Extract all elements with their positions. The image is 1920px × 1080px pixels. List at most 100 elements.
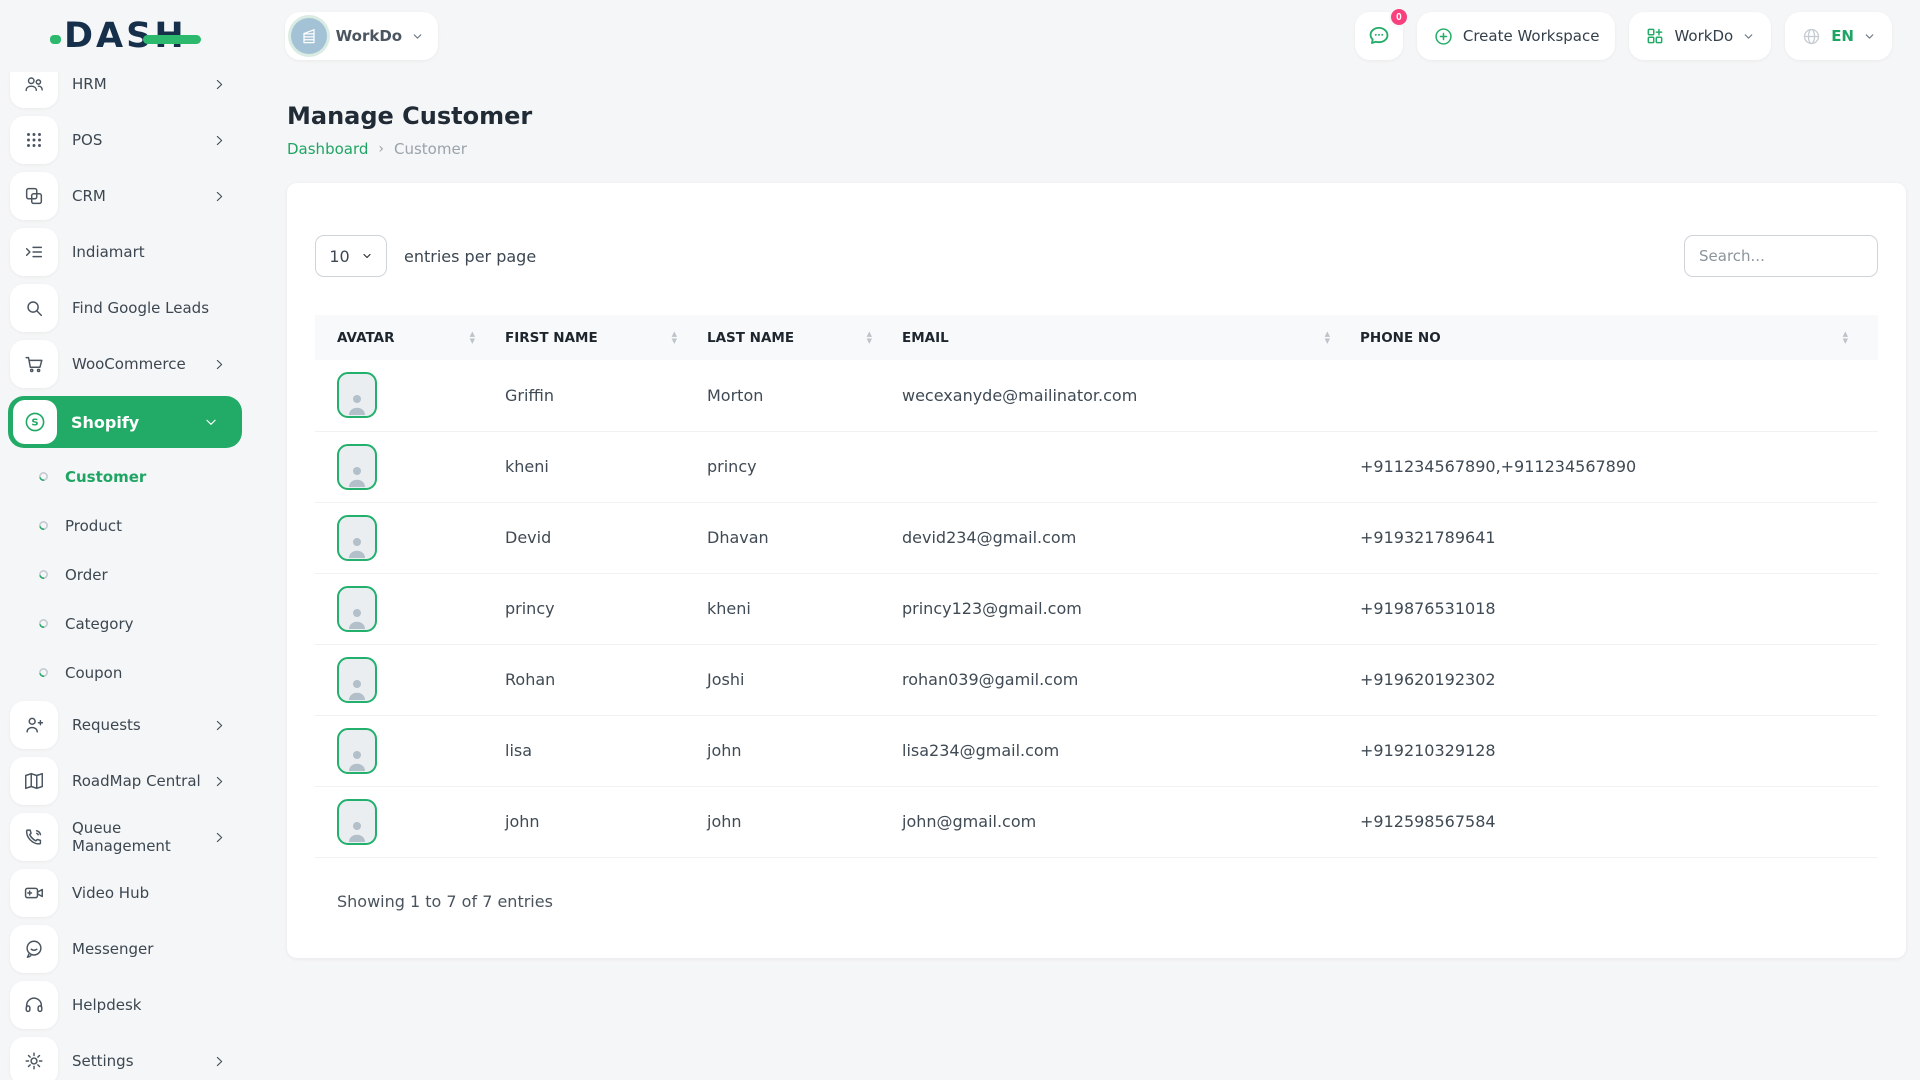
bullet-icon (38, 569, 49, 580)
last-name-cell: Morton (707, 360, 902, 432)
users-icon (10, 72, 58, 108)
customer-avatar (337, 372, 377, 419)
customer-table: AVATAR ▲ ▼ FIRST NAME ▲ ▼ LAST NAME ▲ ▼ EMA… (315, 315, 1878, 858)
last-name-cell: john (707, 715, 902, 787)
sidebar-item-shopify[interactable]: S Shopify (8, 396, 242, 448)
person-icon (349, 466, 365, 487)
phone-cell: +919620192302 (1360, 644, 1878, 716)
topbar: DASH WorkDo 0 Create Workspace (0, 0, 1920, 72)
svg-text:S: S (31, 418, 38, 429)
phone-cell: +919876531018 (1360, 573, 1878, 645)
column-header-email[interactable]: EMAIL ▲ ▼ (902, 315, 1360, 360)
first-name-cell: lisa (505, 715, 707, 787)
email-cell: princy123@gmail.com (902, 573, 1360, 645)
last-name-cell: kheni (707, 573, 902, 645)
sort-icon: ▲ ▼ (469, 330, 475, 345)
person-icon (349, 395, 365, 416)
search-input[interactable] (1684, 235, 1878, 277)
sidebar-item-crm[interactable]: CRM (0, 168, 250, 224)
sidebar-item-woocommerce[interactable]: WooCommerce (0, 336, 250, 392)
email-cell: lisa234@gmail.com (902, 715, 1360, 787)
customer-avatar (337, 656, 377, 703)
first-name-cell: Griffin (505, 360, 707, 432)
customer-avatar (337, 585, 377, 632)
grid-plus-icon (1648, 28, 1663, 44)
plus-circle-icon (1435, 27, 1452, 45)
sidebar-subitem-order[interactable]: Order (0, 550, 250, 599)
customer-table-card: 10 entries per page AVATAR ▲▼ FIRST NAME… (287, 183, 1906, 958)
sidebar-item-roadmap-central[interactable]: RoadMap Central (0, 753, 250, 809)
table-row: Griffin Morton wecexanyde@mailinator.com (315, 360, 1878, 432)
page-title: Manage Customer (287, 102, 533, 130)
sidebar-item-requests[interactable]: Requests (0, 697, 250, 753)
last-name-cell: Joshi (707, 644, 902, 716)
person-icon (349, 750, 365, 771)
sidebar-subitem-customer[interactable]: Customer (0, 452, 250, 501)
workdo-menu-button[interactable]: WorkDo (1629, 12, 1772, 60)
messages-button[interactable]: 0 (1354, 7, 1409, 60)
sidebar-item-hrm[interactable]: HRM (0, 72, 250, 112)
table-header-row: AVATAR ▲ ▼ FIRST NAME ▲ ▼ LAST NAME ▲ ▼ EMA… (315, 315, 1878, 360)
bullet-icon (38, 520, 49, 531)
notification-badge: 0 (1388, 7, 1409, 27)
table-row: kheni princy +911234567890,+911234567890 (315, 431, 1878, 503)
video-camera-icon (10, 869, 58, 917)
breadcrumb: Dashboard › Customer (287, 140, 1920, 158)
column-header-phone-no[interactable]: PHONE NO ▲ ▼ (1360, 315, 1878, 360)
cart-icon (10, 340, 58, 388)
sidebar-item-pos[interactable]: POS (0, 112, 250, 168)
app-logo: DASH (50, 16, 201, 56)
chevron-right-icon (213, 190, 226, 203)
table-row: john john john@gmail.com +912598567584 (315, 786, 1878, 858)
entries-per-page-select[interactable]: 10 (315, 235, 387, 277)
last-name-cell: Dhavan (707, 502, 902, 574)
column-header-avatar[interactable]: AVATAR ▲ ▼ (315, 315, 505, 360)
map-icon (10, 757, 58, 805)
topbar-actions: 0 Create Workspace WorkDo EN (1354, 7, 1892, 60)
first-name-cell: princy (505, 573, 707, 645)
chevron-right-icon (213, 719, 226, 732)
sidebar-item-video-hub[interactable]: Video Hub (0, 865, 250, 921)
person-icon (349, 537, 365, 558)
email-cell: rohan039@gamil.com (902, 644, 1360, 716)
sidebar-subitem-coupon[interactable]: Coupon (0, 648, 250, 697)
sidebar-subitem-product[interactable]: Product (0, 501, 250, 550)
chat-bubble-icon (1369, 26, 1389, 44)
column-header-last-name[interactable]: LAST NAME ▲ ▼ (707, 315, 902, 360)
table-row: princy kheni princy123@gmail.com +919876… (315, 573, 1878, 645)
column-header-first-name[interactable]: FIRST NAME ▲ ▼ (505, 315, 707, 360)
sidebar-subitem-category[interactable]: Category (0, 599, 250, 648)
sidebar-item-indiamart[interactable]: Indiamart (0, 224, 250, 280)
squares-icon (10, 172, 58, 220)
entries-per-page-label: entries per page (404, 246, 537, 266)
grid-dots-icon (10, 116, 58, 164)
phone-icon (10, 813, 58, 861)
gear-icon (10, 1037, 58, 1080)
chevron-down-icon (413, 33, 422, 39)
shopify-icon: S (13, 400, 57, 444)
create-workspace-button[interactable]: Create Workspace (1416, 12, 1616, 60)
phone-cell: +912598567584 (1360, 786, 1878, 858)
sidebar: HRM POS CRM (0, 72, 250, 1080)
sidebar-item-helpdesk[interactable]: Helpdesk (0, 977, 250, 1033)
user-plus-icon (10, 701, 58, 749)
first-name-cell: Rohan (505, 644, 707, 716)
breadcrumb-dashboard-link[interactable]: Dashboard (287, 140, 369, 158)
sidebar-item-settings[interactable]: Settings (0, 1033, 250, 1080)
customer-avatar (337, 798, 377, 845)
chevron-right-icon (213, 358, 226, 371)
sidebar-item-messenger[interactable]: Messenger (0, 921, 250, 977)
first-name-cell: kheni (505, 431, 707, 503)
chevron-down-icon (1744, 33, 1753, 39)
chevron-right-icon (213, 78, 226, 91)
indent-list-icon (10, 228, 58, 276)
phone-cell: +919321789641 (1360, 502, 1878, 574)
sidebar-item-queue-management[interactable]: Queue Management (0, 809, 250, 865)
language-selector[interactable]: EN (1785, 12, 1892, 60)
workspace-selector[interactable]: WorkDo (284, 12, 439, 60)
search-icon (10, 284, 58, 332)
sidebar-item-find-google-leads[interactable]: Find Google Leads (0, 280, 250, 336)
main-content: Manage Customer Dashboard › Customer 10 … (250, 0, 1920, 958)
person-icon (349, 608, 365, 629)
entries-per-page-value: 10 (329, 246, 350, 266)
